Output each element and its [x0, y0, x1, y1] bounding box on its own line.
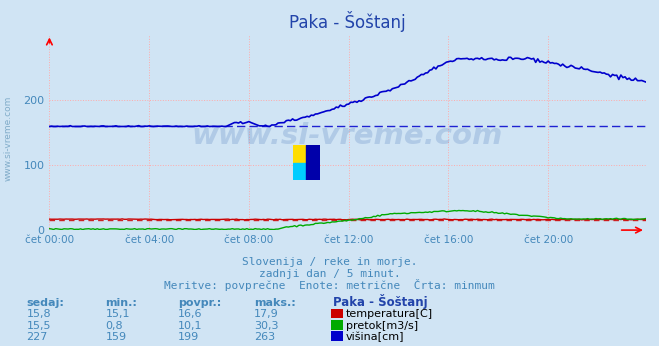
Text: 15,1: 15,1: [105, 309, 130, 319]
Text: višina[cm]: višina[cm]: [346, 332, 405, 342]
Text: 10,1: 10,1: [178, 321, 202, 331]
Text: www.si-vreme.com: www.si-vreme.com: [192, 122, 503, 150]
Text: Meritve: povprečne  Enote: metrične  Črta: minmum: Meritve: povprečne Enote: metrične Črta:…: [164, 279, 495, 291]
Text: 0,8: 0,8: [105, 321, 123, 331]
Text: 16,6: 16,6: [178, 309, 202, 319]
Bar: [293, 145, 306, 163]
Bar: [306, 145, 320, 180]
Text: sedaj:: sedaj:: [26, 298, 64, 308]
Text: pretok[m3/s]: pretok[m3/s]: [346, 321, 418, 331]
Text: temperatura[C]: temperatura[C]: [346, 309, 433, 319]
Text: Slovenija / reke in morje.: Slovenija / reke in morje.: [242, 257, 417, 267]
Text: www.si-vreme.com: www.si-vreme.com: [4, 96, 13, 181]
Bar: [293, 163, 306, 180]
Text: zadnji dan / 5 minut.: zadnji dan / 5 minut.: [258, 269, 401, 279]
Text: 199: 199: [178, 332, 199, 342]
Text: 15,8: 15,8: [26, 309, 51, 319]
Text: min.:: min.:: [105, 298, 137, 308]
Text: 263: 263: [254, 332, 275, 342]
Text: 159: 159: [105, 332, 127, 342]
Text: maks.:: maks.:: [254, 298, 295, 308]
Text: Paka - Šoštanj: Paka - Šoštanj: [333, 294, 428, 309]
Text: 17,9: 17,9: [254, 309, 279, 319]
Text: 15,5: 15,5: [26, 321, 51, 331]
Text: 227: 227: [26, 332, 47, 342]
Title: Paka - Šoštanj: Paka - Šoštanj: [289, 11, 406, 31]
Text: 30,3: 30,3: [254, 321, 278, 331]
Text: povpr.:: povpr.:: [178, 298, 221, 308]
